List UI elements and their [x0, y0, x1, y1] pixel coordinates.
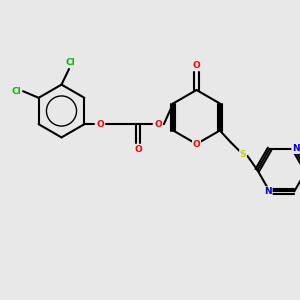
- Text: Cl: Cl: [12, 87, 21, 96]
- Text: O: O: [134, 145, 142, 154]
- Text: S: S: [240, 150, 246, 159]
- Text: Cl: Cl: [66, 58, 75, 67]
- Text: N: N: [264, 187, 272, 196]
- Text: O: O: [154, 120, 162, 129]
- Text: O: O: [96, 120, 104, 129]
- Text: O: O: [193, 140, 200, 148]
- Text: O: O: [193, 61, 200, 70]
- Text: N: N: [292, 144, 300, 153]
